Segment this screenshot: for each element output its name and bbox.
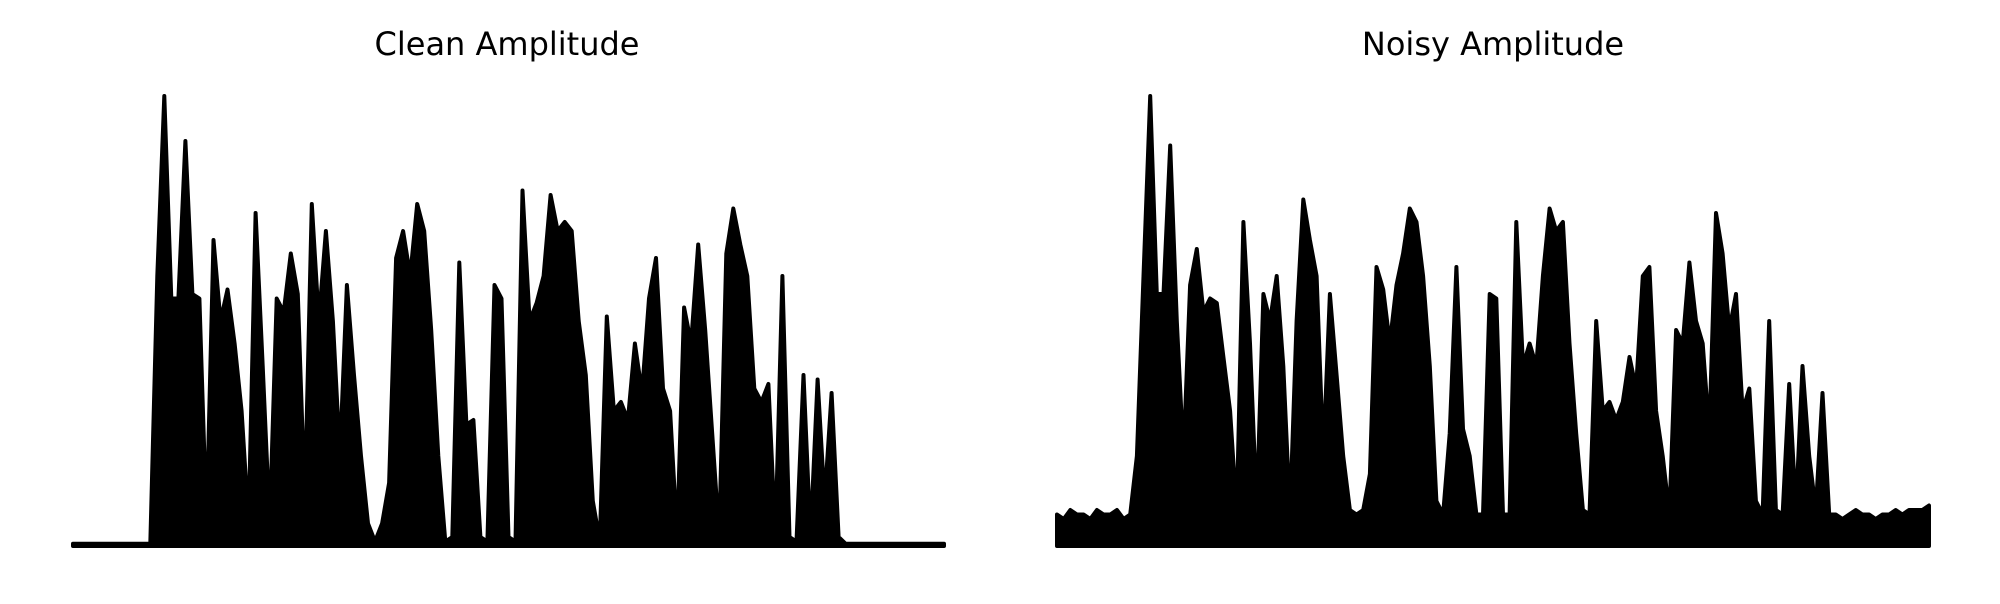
chart-title: Clean Amplitude — [375, 25, 640, 63]
amplitude-area — [71, 94, 946, 548]
amplitude-area — [1055, 94, 1931, 548]
chart-title: Noisy Amplitude — [1362, 25, 1624, 63]
